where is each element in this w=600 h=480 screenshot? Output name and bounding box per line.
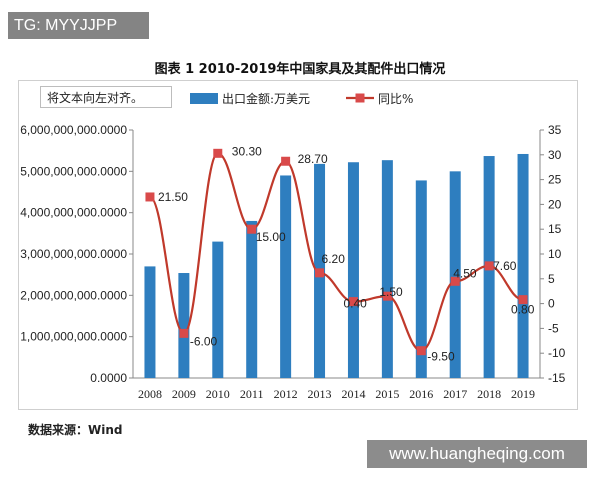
chart-frame <box>18 80 578 410</box>
x-tick-label: 2018 <box>477 387 501 401</box>
bar-export-2019 <box>517 153 529 378</box>
chart-title: 图表 1 2010-2019年中国家具及其配件出口情况 <box>154 62 446 77</box>
data-source: 数据来源：Wind <box>28 423 123 437</box>
right-tick-label: -15 <box>548 371 566 385</box>
combo-chart: 0.0000 1,000,000,000.0000 2,000,000,000.00… <box>20 91 566 401</box>
yoy-data-label: -6.00 <box>190 334 218 348</box>
yoy-data-label: 28.70 <box>298 152 328 166</box>
x-tick-label: 2016 <box>409 387 433 401</box>
yoy-data-label: 0.40 <box>343 297 367 311</box>
legend-line-marker <box>355 93 365 103</box>
yoy-marker-2018 <box>484 261 494 271</box>
left-tick-label: 0.0000 <box>90 371 127 385</box>
yoy-marker-2016 <box>416 346 426 356</box>
right-tick-label: -10 <box>548 346 566 360</box>
x-tick-label: 2013 <box>308 387 332 401</box>
left-tick-label: 1,000,000,000.0000 <box>20 330 127 344</box>
right-tick-label: 0 <box>548 297 555 311</box>
right-tick-label: 35 <box>548 123 562 137</box>
right-tick-label: 30 <box>548 148 562 162</box>
bar-export-2012 <box>280 175 292 378</box>
left-tick-label: 2,000,000,000.0000 <box>20 288 127 302</box>
yoy-marker-2010 <box>213 148 223 158</box>
right-tick-label: 20 <box>548 197 562 211</box>
x-tick-label: 2010 <box>206 387 230 401</box>
yoy-data-label: 30.30 <box>232 144 262 158</box>
yoy-marker-2013 <box>315 268 325 278</box>
bar-export-2011 <box>246 220 258 378</box>
bar-export-2008 <box>144 266 156 378</box>
bar-export-2017 <box>449 171 461 378</box>
yoy-marker-2014 <box>348 297 358 307</box>
yoy-data-label: 4.50 <box>453 266 477 280</box>
legend-bar-swatch <box>190 93 218 104</box>
left-tick-label: 5,000,000,000.0000 <box>20 164 127 178</box>
yoy-line <box>148 152 524 352</box>
right-tick-label: 10 <box>548 247 562 261</box>
bar-export-2015 <box>381 160 393 378</box>
right-tick-label: 5 <box>548 272 555 286</box>
bar-export-2010 <box>212 241 224 378</box>
yoy-marker-2009 <box>179 328 189 338</box>
yoy-marker-2019 <box>518 295 528 305</box>
yoy-marker-2017 <box>450 276 460 286</box>
yoy-data-label: 0.80 <box>511 303 535 317</box>
watermark-top: TG: MYYJJPP <box>8 12 149 39</box>
align-left-note: 将文本向左对齐。 <box>40 86 172 108</box>
watermark-bottom: www.huangheqing.com <box>367 440 587 468</box>
yoy-marker-2011 <box>247 224 257 234</box>
x-tick-label: 2012 <box>274 387 298 401</box>
yoy-marker-2012 <box>281 156 291 166</box>
x-tick-label: 2019 <box>511 387 535 401</box>
right-tick-label: -5 <box>548 321 559 335</box>
yoy-data-label: 1.50 <box>379 285 403 299</box>
bar-export-2014 <box>347 162 359 378</box>
yoy-data-label: 15.00 <box>256 230 286 244</box>
x-tick-label: 2015 <box>375 387 399 401</box>
bar-export-2009 <box>178 273 190 378</box>
legend-line-label: 同比% <box>378 92 413 106</box>
right-tick-label: 15 <box>548 222 562 236</box>
bar-export-2016 <box>415 180 427 378</box>
right-tick-label: 25 <box>548 173 562 187</box>
left-tick-label: 3,000,000,000.0000 <box>20 247 127 261</box>
legend-bar-label: 出口金额:万美元 <box>222 91 310 106</box>
left-tick-label: 4,000,000,000.0000 <box>20 206 127 220</box>
x-tick-label: 2009 <box>172 387 196 401</box>
yoy-marker-2015 <box>382 291 392 301</box>
x-tick-label: 2014 <box>341 387 365 401</box>
x-tick-label: 2011 <box>240 387 264 401</box>
left-tick-label: 6,000,000,000.0000 <box>20 123 127 137</box>
x-tick-label: 2017 <box>443 387 467 401</box>
yoy-marker-2008 <box>145 192 155 202</box>
yoy-data-label: 21.50 <box>158 190 188 204</box>
yoy-data-label: -9.50 <box>427 350 455 364</box>
yoy-data-label: 7.60 <box>493 259 517 273</box>
x-tick-label: 2008 <box>138 387 162 401</box>
yoy-data-label: 6.20 <box>322 252 346 266</box>
